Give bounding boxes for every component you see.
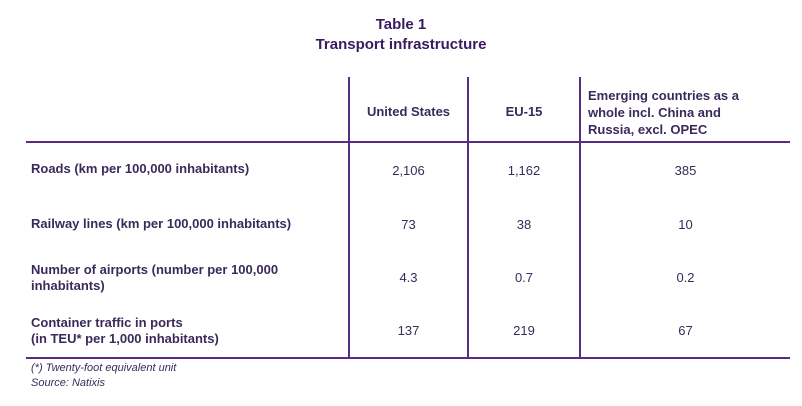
table-cell: 2,106	[392, 163, 425, 178]
table-cell: 38	[516, 217, 532, 232]
source-note: Source: Natixis	[31, 377, 105, 389]
row-label-line: inhabitants)	[31, 278, 105, 293]
column-divider-3	[579, 77, 581, 359]
row-label-line: (in TEU* per 1,000 inhabitants)	[31, 331, 219, 346]
column-header-united-states: United States	[366, 104, 451, 119]
table-title: Table 1	[375, 16, 427, 33]
column-divider-2	[467, 77, 469, 359]
column-divider-1	[348, 77, 350, 359]
table-cell: 385	[674, 163, 697, 178]
column-header-line: whole incl. China and	[588, 105, 721, 120]
table-cell: 4.3	[399, 270, 418, 285]
table-cell: 219	[513, 323, 535, 338]
row-label-railway-lines: Railway lines (km per 100,000 inhabitant…	[31, 216, 292, 231]
table-cell: 73	[401, 217, 416, 232]
table-cell: 0.7	[514, 270, 534, 285]
row-label-airports: Number of airports (number per 100,000 i…	[31, 262, 278, 294]
table-cell: 67	[678, 323, 693, 338]
table-bottom-border	[26, 357, 790, 359]
column-header-line: Russia, excl. OPEC	[588, 122, 708, 137]
table-cell: 137	[397, 323, 420, 338]
footnote: (*) Twenty-foot equivalent unit	[31, 362, 177, 374]
header-divider	[26, 141, 790, 143]
column-header-line: Emerging countries as a	[588, 88, 739, 103]
table-cell: 0.2	[676, 270, 695, 285]
row-label-roads: Roads (km per 100,000 inhabitants)	[31, 161, 250, 176]
row-label-container-traffic: Container traffic in ports (in TEU* per …	[31, 315, 219, 347]
table-cell: 1,162	[507, 163, 541, 178]
column-header-emerging-countries: Emerging countries as a whole incl. Chin…	[588, 87, 788, 138]
column-header-eu15: EU-15	[505, 104, 543, 119]
table-subtitle: Transport infrastructure	[315, 36, 487, 53]
row-label-line: Container traffic in ports	[31, 315, 183, 330]
table-cell: 10	[678, 217, 693, 232]
row-label-line: Number of airports (number per 100,000	[31, 262, 279, 277]
